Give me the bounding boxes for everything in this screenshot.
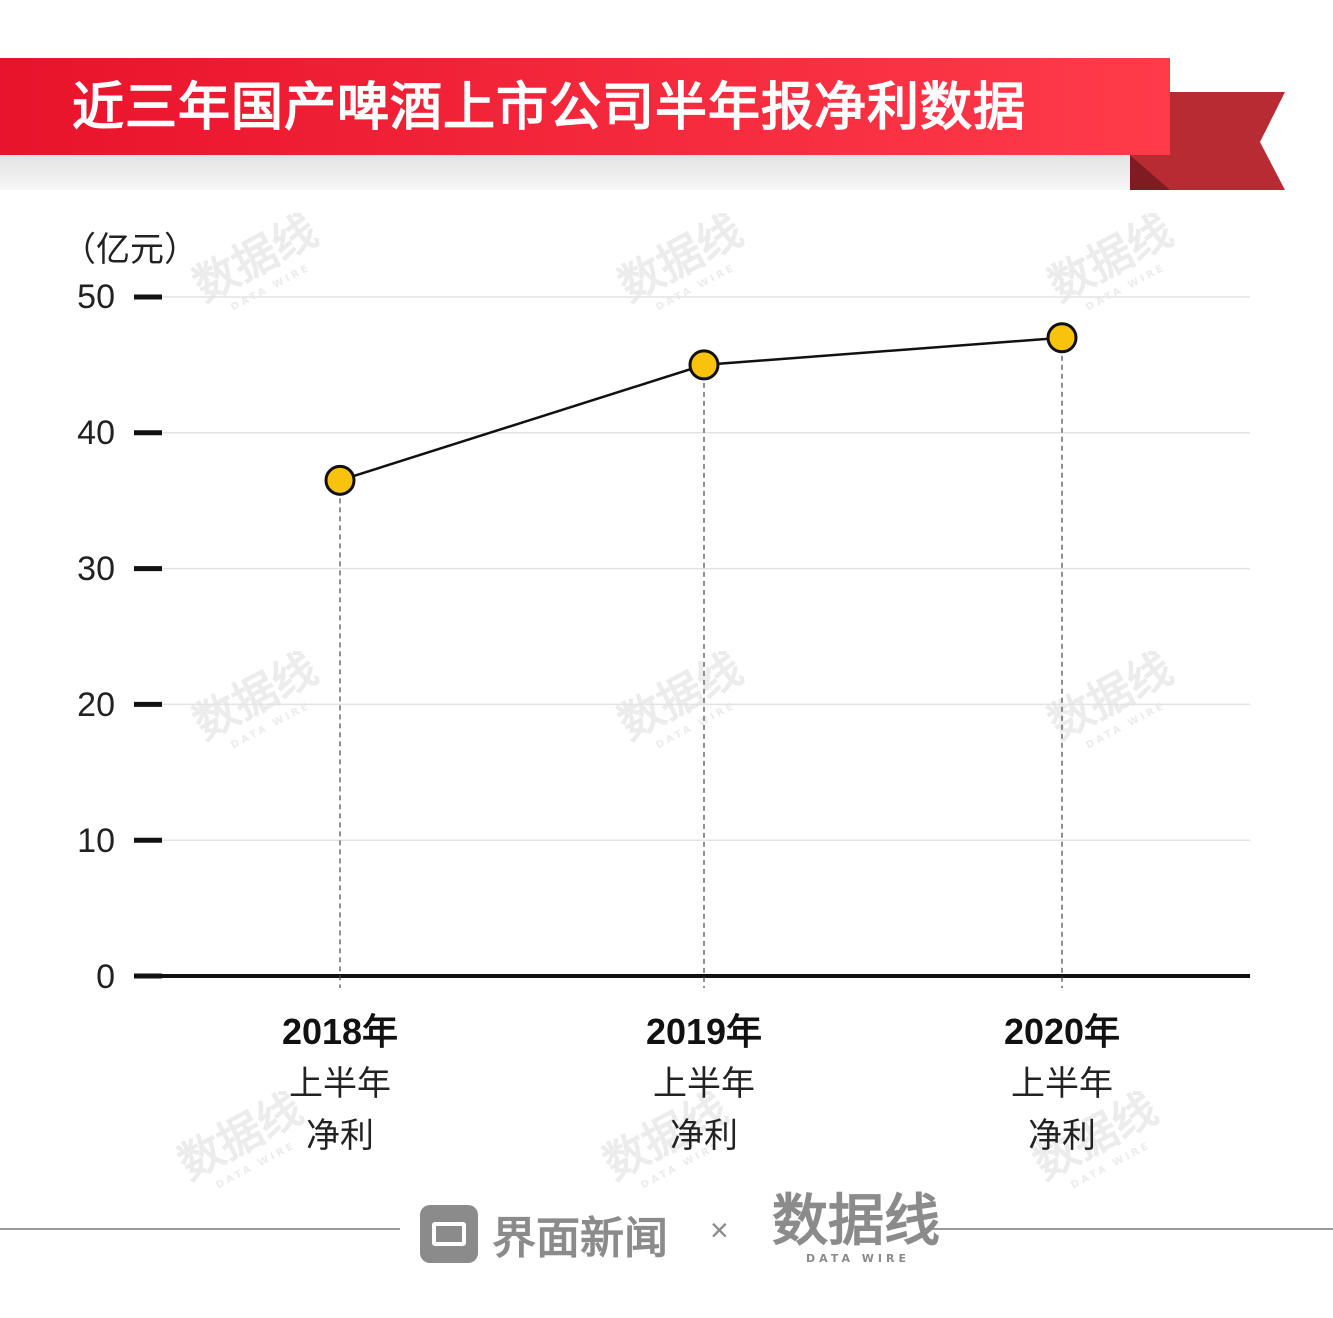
y-tick-label: 40 — [77, 414, 115, 452]
footer-separator: × — [710, 1212, 729, 1248]
line-chart — [134, 294, 1250, 988]
x-category-line2: 净利 — [670, 1117, 738, 1155]
jiemian-logo-icon — [420, 1205, 478, 1263]
x-category-line2: 净利 — [1028, 1117, 1096, 1155]
footer-brand-secondary: 数据线 DATA WIRE — [772, 1192, 940, 1266]
footer-brand-secondary-text: 数据线 — [772, 1189, 940, 1254]
x-category-label: 2020年 上半年 净利 — [962, 1006, 1162, 1162]
title-banner — [0, 58, 1170, 155]
x-category-line1: 上半年 — [1011, 1065, 1113, 1103]
footer-divider-left — [0, 1228, 400, 1230]
y-tick-label: 0 — [96, 958, 115, 996]
y-tick-label: 20 — [77, 686, 115, 724]
x-category-year: 2019年 — [645, 1011, 763, 1052]
x-category-year: 2020年 — [1003, 1011, 1121, 1052]
footer-brand-secondary-sub: DATA WIRE — [806, 1252, 910, 1265]
data-point — [688, 349, 720, 381]
data-point — [1046, 322, 1078, 354]
y-axis-unit-label: （亿元） — [62, 231, 198, 269]
x-category-label: 2019年 上半年 净利 — [604, 1006, 804, 1162]
y-tick-label: 10 — [77, 822, 115, 860]
page-title: 近三年国产啤酒上市公司半年报净利数据 — [72, 79, 1027, 137]
y-tick-label: 30 — [77, 550, 115, 588]
y-tick-label: 50 — [77, 278, 115, 316]
footer-divider-right — [932, 1228, 1333, 1230]
x-category-line1: 上半年 — [289, 1065, 391, 1103]
x-category-line2: 净利 — [306, 1117, 374, 1155]
x-category-line1: 上半年 — [653, 1065, 755, 1103]
footer-brand-primary-text: 界面新闻 — [492, 1214, 668, 1263]
title-banner-shadow — [0, 155, 1135, 190]
x-category-year: 2018年 — [281, 1011, 399, 1052]
footer-brand-primary: 界面新闻 — [420, 1202, 668, 1266]
data-point — [324, 464, 356, 496]
x-category-label: 2018年 上半年 净利 — [240, 1006, 440, 1162]
